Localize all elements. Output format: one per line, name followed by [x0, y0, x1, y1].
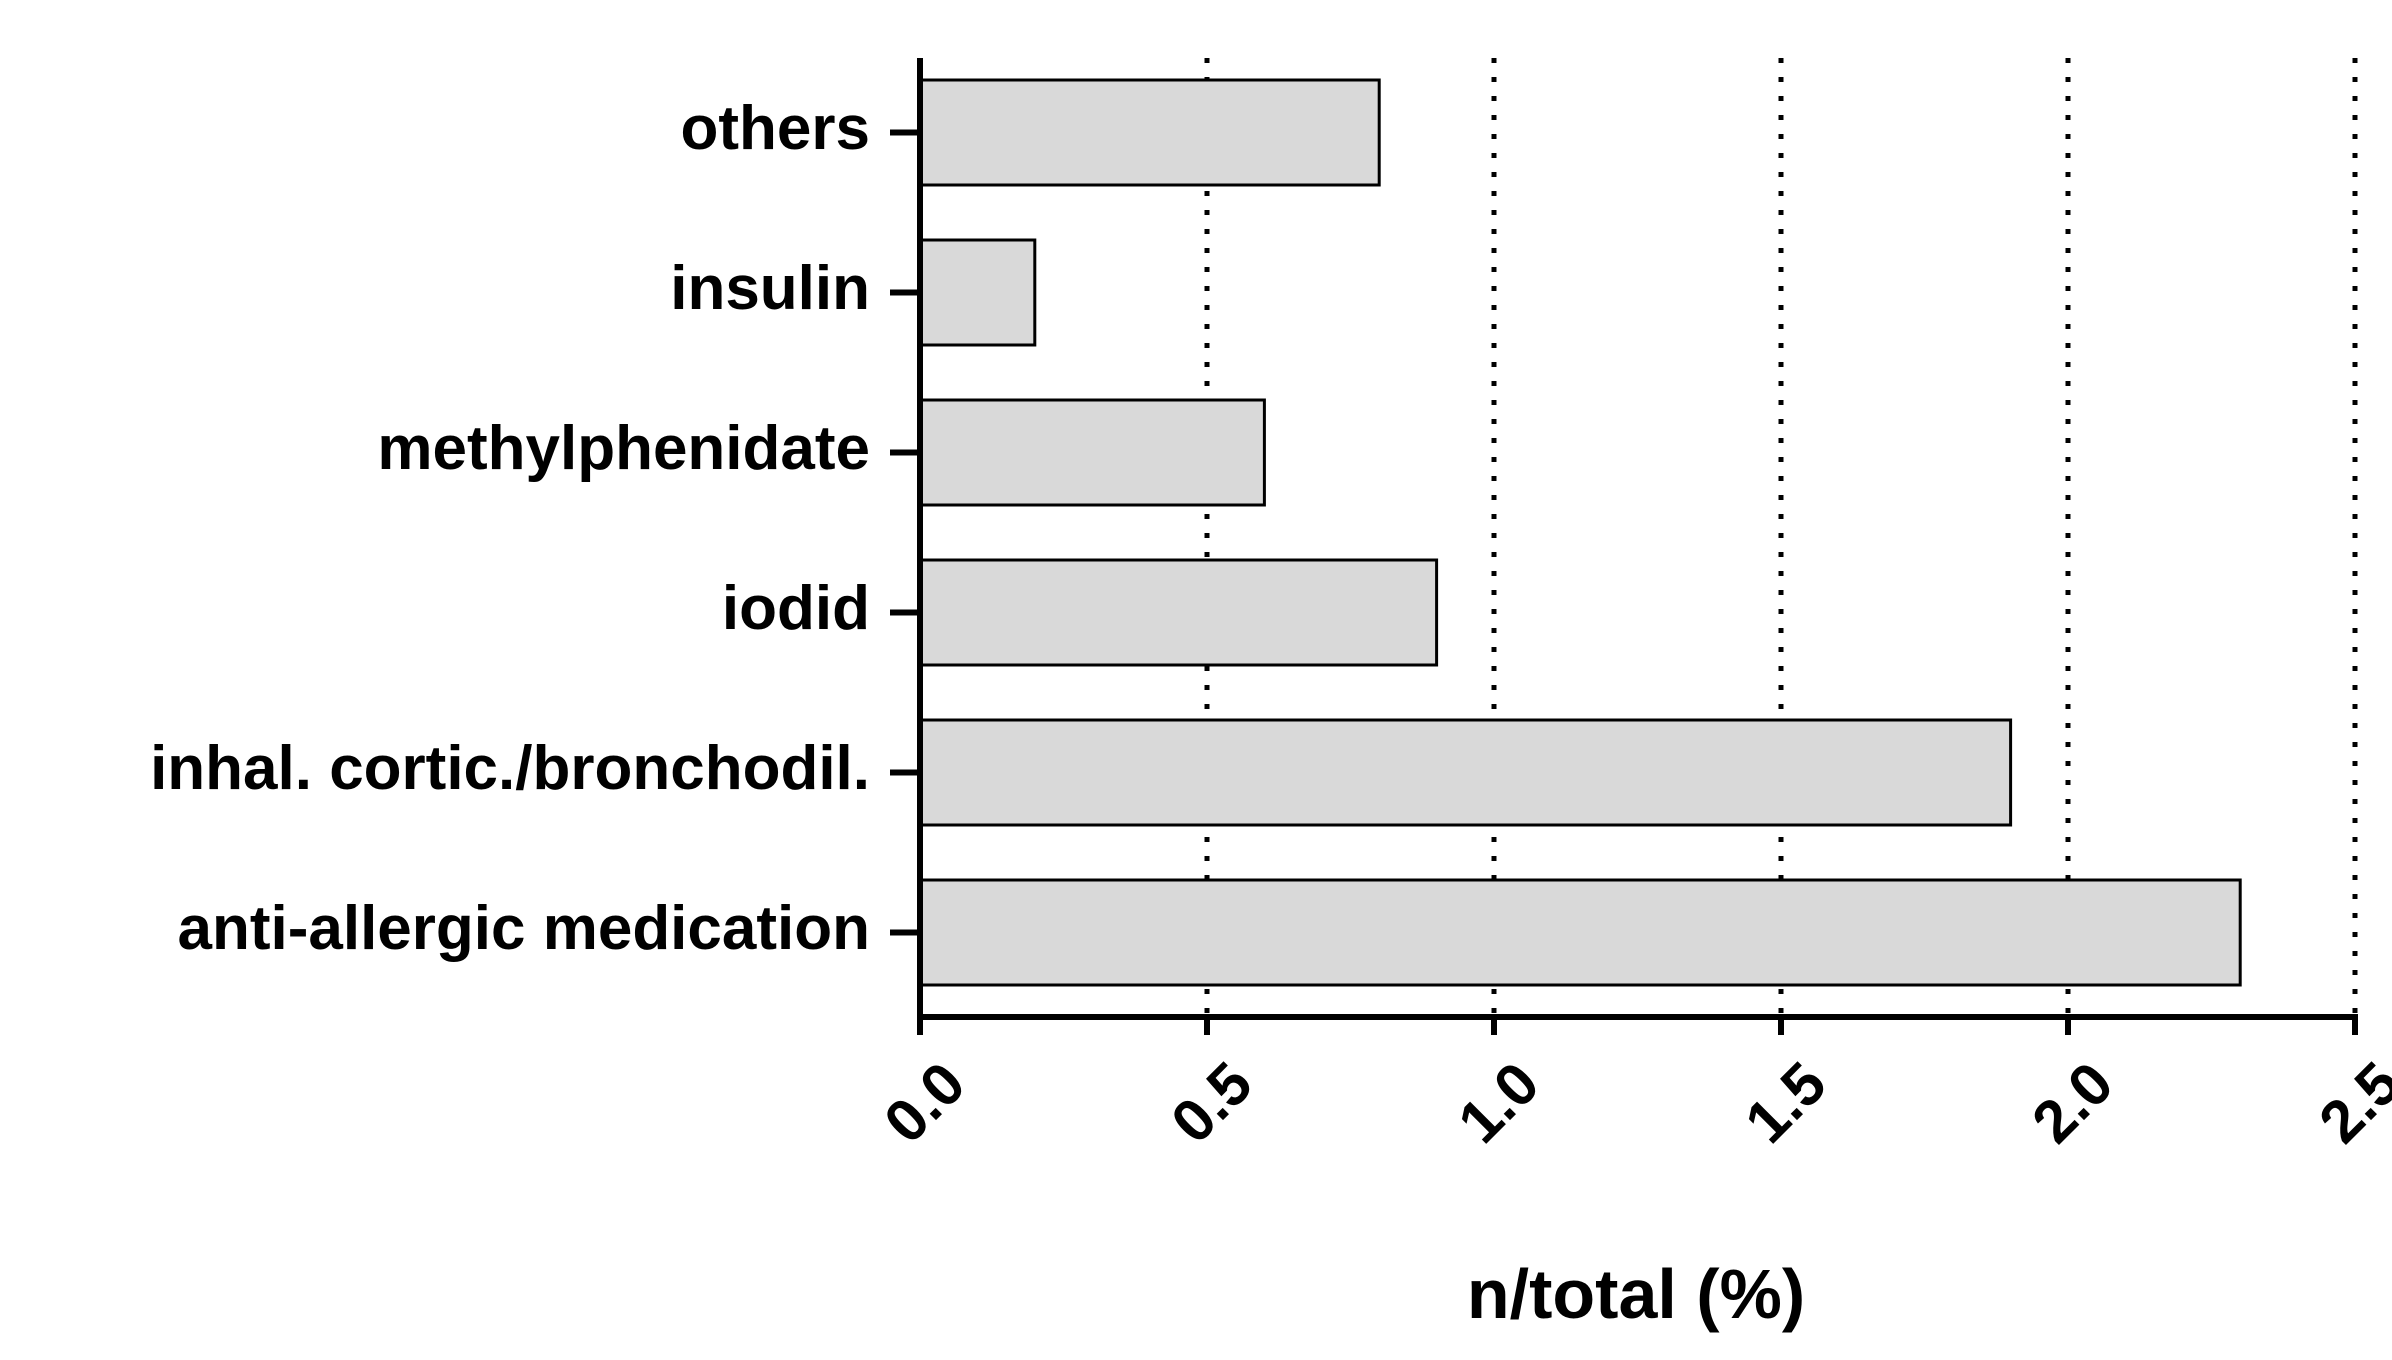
x-tick-label: 1.0 — [1445, 1049, 1551, 1155]
y-tick-label: inhal. cortic./bronchodil. — [150, 734, 870, 803]
y-tick-label: insulin — [670, 254, 870, 323]
bar — [918, 238, 1037, 347]
bar — [918, 878, 2242, 987]
bar — [918, 78, 1381, 187]
x-tick-label: 1.5 — [1732, 1049, 1838, 1155]
x-tick-label: 2.0 — [2019, 1049, 2125, 1155]
x-axis-title: n/total (%) — [1467, 1255, 1805, 1333]
x-tick-label: 0.0 — [871, 1049, 977, 1155]
bar — [918, 398, 1266, 507]
bar — [918, 558, 1439, 667]
y-tick-label: anti-allergic medication — [177, 894, 870, 963]
x-tick-label: 2.5 — [2306, 1049, 2392, 1155]
y-tick-label: methylphenidate — [377, 414, 870, 483]
y-tick-label: iodid — [722, 574, 870, 643]
y-tick-label: others — [681, 94, 870, 163]
bar — [918, 718, 2013, 827]
x-tick-label: 0.5 — [1158, 1049, 1264, 1155]
